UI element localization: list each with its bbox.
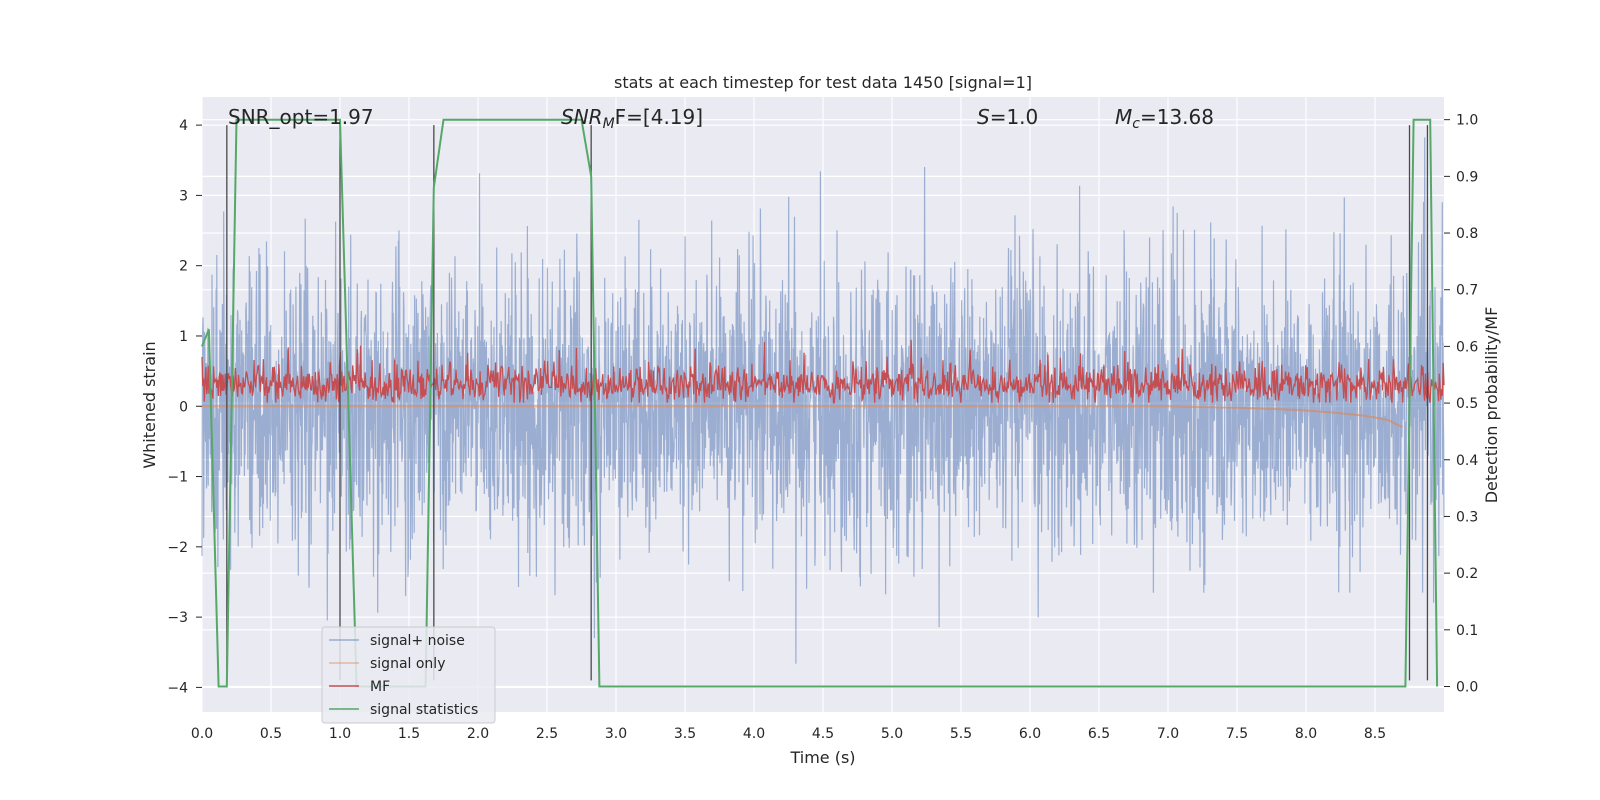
annotation-s-val: =1.0 (990, 105, 1039, 129)
y2-tick-label: 1.0 (1456, 113, 1478, 129)
legend-box (321, 626, 496, 724)
y2-tick-label: 0.7 (1456, 283, 1478, 299)
annotation-snr-mf-sub: M (603, 116, 615, 132)
signal-statistics-line (201, 118, 1439, 688)
y-tick-label: 1 (179, 329, 188, 345)
y-tick-label: −4 (167, 680, 188, 696)
y-tick-label: 0 (179, 399, 188, 415)
y2-tick-label: 0.9 (1456, 169, 1478, 185)
annotation-snr-mf-rest: F=[4.19] (615, 105, 703, 129)
y-tick-label: −2 (167, 540, 188, 556)
chart-title: stats at each timestep for test data 145… (614, 73, 1032, 92)
y2-tick-label: 0.0 (1456, 679, 1478, 695)
x-tick-label: 5.0 (881, 726, 903, 742)
annotation-mc-sub: c (1132, 116, 1140, 132)
annotation-s-var: S (977, 105, 990, 129)
x-tick-label: 0.5 (260, 726, 282, 742)
legend-label-mf: MF (370, 679, 390, 695)
y2-tick-label: 0.6 (1456, 339, 1478, 355)
y2-tick-label: 0.3 (1456, 509, 1478, 525)
y2-axis-label: Detection probability/MF (1482, 307, 1501, 504)
x-tick-label: 7.5 (1226, 726, 1248, 742)
y-tick-label: −3 (167, 610, 188, 626)
x-tick-label: 8.5 (1364, 726, 1386, 742)
x-tick-label: 4.5 (812, 726, 834, 742)
x-tick-label: 1.0 (329, 726, 351, 742)
signal-only-line (202, 405, 1404, 429)
x-tick-label: 2.5 (536, 726, 558, 742)
y2-tick-label: 0.4 (1456, 453, 1478, 469)
x-axis-ticks: 0.0 0.5 1.0 1.5 2.0 2.5 3.0 3.5 4.0 4.5 5.0 5.5 6.0 6… (191, 726, 1386, 742)
y-tick-label: 3 (179, 188, 188, 204)
y2-tick-label: 0.1 (1456, 623, 1478, 639)
annotation-s: S=1.0 (977, 105, 1038, 129)
x-tick-label: 1.5 (398, 726, 420, 742)
signal-only-series (202, 405, 1404, 429)
annotation-snr-opt: SNR_opt=1.97 (228, 105, 374, 129)
vertical-markers (226, 125, 1429, 681)
x-tick-label: 4.0 (743, 726, 765, 742)
mf-line (201, 339, 1445, 404)
annotation-snr-mf: SNRMF=[4.19] (561, 105, 703, 132)
legend: signal+ noise signal only MF signal stat… (321, 626, 496, 724)
y2-tick-label: 0.5 (1456, 396, 1478, 412)
y-tick-label: 2 (179, 259, 188, 275)
y-tick-label: −1 (167, 470, 188, 486)
y2-tick-label: 0.8 (1456, 226, 1478, 242)
x-tick-label: 3.5 (674, 726, 696, 742)
y-axis-ticks: −4 −3 −2 −1 0 1 2 3 4 (167, 118, 202, 696)
annotation-mc-base: M (1115, 105, 1132, 129)
x-tick-label: 0.0 (191, 726, 213, 742)
x-tick-label: 6.0 (1019, 726, 1041, 742)
y-axis-label: Whitened strain (140, 341, 159, 468)
signal-noise-series (201, 137, 1445, 664)
y2-axis-ticks: 0.0 0.1 0.2 0.3 0.4 0.5 0.6 0.7 0.8 0.9 1.0 (1444, 113, 1478, 695)
annotation-snr-mf-base: SNR (561, 105, 603, 129)
x-tick-label: 8.0 (1295, 726, 1317, 742)
signal-statistics-series (201, 118, 1439, 688)
y2-tick-label: 0.2 (1456, 566, 1478, 582)
signal-noise-line (201, 137, 1445, 664)
y-tick-label: 4 (179, 118, 188, 134)
mf-series (201, 339, 1445, 404)
x-tick-label: 2.0 (467, 726, 489, 742)
legend-label-signal-only: signal only (370, 656, 445, 672)
legend-label-signal-statistics: signal statistics (370, 702, 478, 718)
x-tick-label: 6.5 (1088, 726, 1110, 742)
annotation-mc: Mc=13.68 (1115, 105, 1214, 132)
annotation-mc-val: =13.68 (1140, 105, 1214, 129)
x-tick-label: 3.0 (605, 726, 627, 742)
x-axis-label: Time (s) (789, 748, 855, 767)
legend-label-signal-noise: signal+ noise (370, 633, 465, 649)
x-tick-label: 5.5 (950, 726, 972, 742)
x-tick-label: 7.0 (1157, 726, 1179, 742)
